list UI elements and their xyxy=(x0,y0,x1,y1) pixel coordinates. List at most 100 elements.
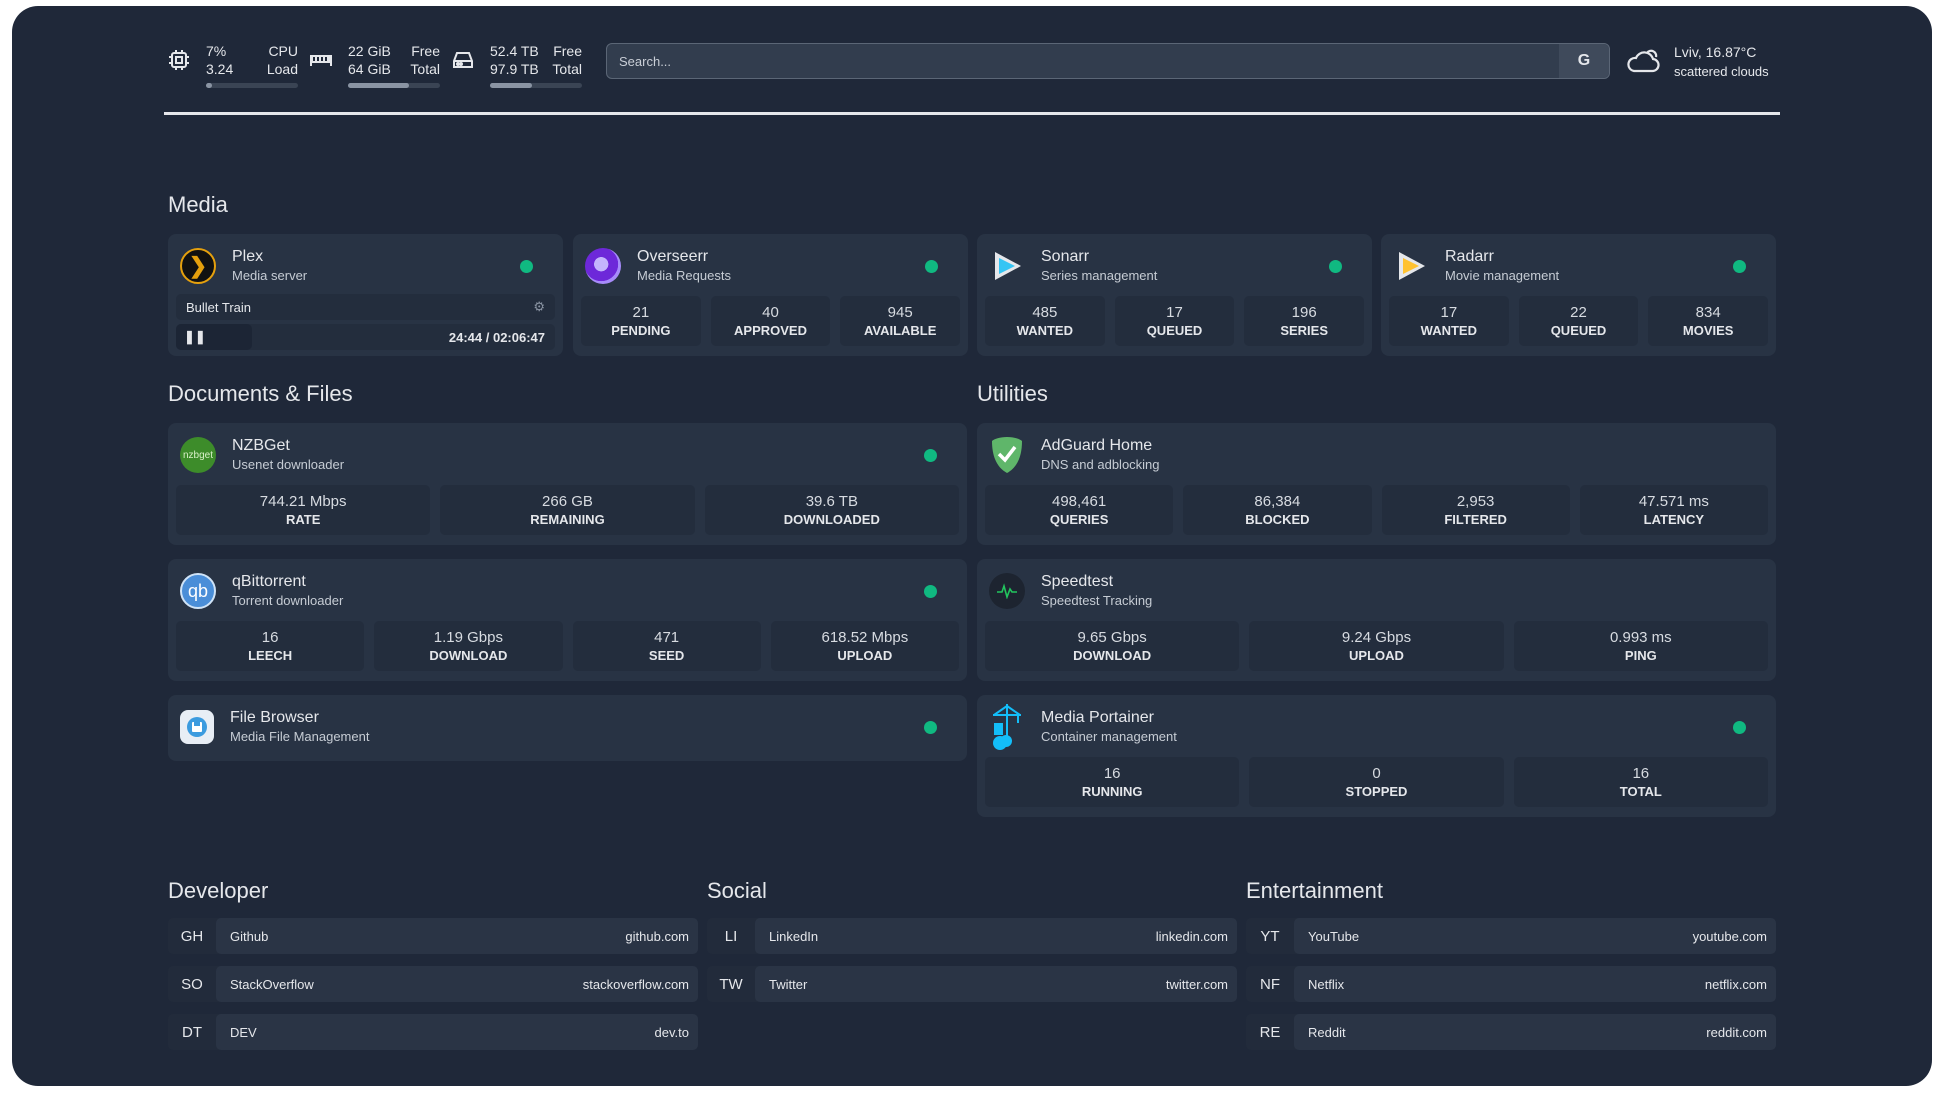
bookmark-name[interactable]: YouTube xyxy=(1308,928,1360,944)
status-dot xyxy=(1733,720,1746,734)
bookmark-dev[interactable]: DT DEV dev.to xyxy=(168,1014,698,1050)
bookmark-name[interactable]: DEV xyxy=(230,1024,257,1040)
memory-icon xyxy=(306,45,336,75)
stat-label: UPLOAD xyxy=(837,648,893,663)
service-desc: DNS and adblocking xyxy=(1041,457,1160,472)
stat-label: QUEUED xyxy=(1146,323,1203,338)
bookmark-abbr: SO xyxy=(181,975,203,993)
stat-download: 1.19 Gbps DOWNLOAD xyxy=(374,621,563,671)
transcode-icon: ⚙ xyxy=(533,299,545,314)
bookmark-url: linkedin.com xyxy=(1155,928,1228,944)
bookmark-url: reddit.com xyxy=(1706,1024,1767,1040)
stat-value: 945 xyxy=(887,304,913,321)
service-name: Speedtest xyxy=(1041,573,1114,590)
bookmark-github[interactable]: GH Github github.com xyxy=(168,918,698,954)
bookmark-abbr: DT xyxy=(182,1023,202,1041)
stat-value: 40 xyxy=(762,304,779,321)
bookmark-url: stackoverflow.com xyxy=(582,976,689,992)
stat-filtered: 2,953 FILTERED xyxy=(1381,485,1570,535)
stat-latency: 47.571 ms LATENCY xyxy=(1579,485,1768,535)
bookmark-url: dev.to xyxy=(654,1024,689,1040)
bookmark-name[interactable]: Reddit xyxy=(1308,1024,1346,1040)
search-bar[interactable]: Search... G xyxy=(606,43,1610,79)
stats: 17 WANTED 22 QUEUED 834 MOVIES xyxy=(1389,296,1769,346)
search-provider-button[interactable]: G xyxy=(1559,44,1609,78)
status-dot xyxy=(924,584,937,598)
load-label: Load xyxy=(266,61,298,77)
stats: 498,461 QUERIES 86,384 BLOCKED 2,953 FILTER… xyxy=(985,485,1768,535)
service-card-overseerr[interactable]: Overseerr Media Requests 21 PENDING 40 APPR… xyxy=(573,234,968,356)
service-card-file-browser[interactable]: File Browser Media File Management xyxy=(168,695,967,761)
service-name: NZBGet xyxy=(232,437,290,454)
stat-running: 16 RUNNING xyxy=(985,757,1240,807)
bookmark-name[interactable]: Twitter xyxy=(769,976,808,992)
weather-location: Lviv, 16.87°C xyxy=(1674,44,1757,60)
stat-movies: 834 MOVIES xyxy=(1648,296,1769,346)
bookmark-name[interactable]: Github xyxy=(230,928,269,944)
service-desc: Container management xyxy=(1041,729,1177,744)
stat-wanted: 485 WANTED xyxy=(985,296,1105,346)
bookmark-abbr: YT xyxy=(1260,927,1280,945)
bookmark-netflix[interactable]: NF Netflix netflix.com xyxy=(1246,966,1776,1002)
disk-free: 52.4 TB xyxy=(490,43,539,59)
bookmark-twitter[interactable]: TW Twitter twitter.com xyxy=(707,966,1237,1002)
search-input[interactable]: Search... xyxy=(619,53,672,69)
stat-value: 16 xyxy=(1632,765,1650,782)
free-label: Free xyxy=(411,43,440,59)
stat-leech: 16 LEECH xyxy=(176,621,365,671)
stat-label: REMAINING xyxy=(530,512,605,527)
cpu-bar xyxy=(206,83,298,88)
service-card-adguard[interactable]: AdGuard Home DNS and adblocking 498,461 QU… xyxy=(977,423,1776,545)
bookmark-stackoverflow[interactable]: SO StackOverflow stackoverflow.com xyxy=(168,966,698,1002)
service-card-sonarr[interactable]: Sonarr Series management 485 WANTED 17 QUEU… xyxy=(977,234,1372,356)
stat-download: 9.65 Gbps DOWNLOAD xyxy=(985,621,1240,671)
service-card-radarr[interactable]: Radarr Movie management 17 WANTED 22 QUEUED… xyxy=(1381,234,1776,356)
bookmark-name[interactable]: LinkedIn xyxy=(769,928,819,944)
status-dot xyxy=(924,720,937,734)
bookmark-name[interactable]: StackOverflow xyxy=(230,976,314,992)
stat-value: 471 xyxy=(654,629,680,646)
pause-icon[interactable]: ❚❚ xyxy=(176,324,252,350)
radarr-logo-icon xyxy=(1393,248,1429,284)
bookmark-youtube[interactable]: YT YouTube youtube.com xyxy=(1246,918,1776,954)
bookmarks-developer: GH Github github.com SO StackOverflow stacko… xyxy=(168,918,698,1062)
stat-downloaded: 39.6 TB DOWNLOADED xyxy=(704,485,959,535)
stat-label: STOPPED xyxy=(1345,784,1408,799)
stat-total: 16 TOTAL xyxy=(1513,757,1768,807)
sonarr-logo-icon xyxy=(989,248,1025,284)
bookmark-abbr: LI xyxy=(724,927,738,945)
service-card-speedtest[interactable]: Speedtest Speedtest Tracking 9.65 Gbps DOW… xyxy=(977,559,1776,681)
bookmark-linkedin[interactable]: LI LinkedIn linkedin.com xyxy=(707,918,1237,954)
bookmark-url: twitter.com xyxy=(1165,976,1228,992)
service-card-plex[interactable]: ❯ Plex Media server Bullet Train ⚙ ❚❚ 24:44… xyxy=(168,234,563,356)
service-desc: Usenet downloader xyxy=(232,457,345,472)
plex-logo-icon: ❯ xyxy=(180,248,216,284)
playback-bar: ❚❚ 24:44 / 02:06:47 xyxy=(176,324,555,350)
stat-series: 196 SERIES xyxy=(1244,296,1365,346)
service-desc: Media File Management xyxy=(230,729,370,744)
service-desc: Movie management xyxy=(1445,268,1560,283)
cpu-widget: 7% CPU 3.24 Load xyxy=(164,42,298,88)
stats: 485 WANTED 17 QUEUED 196 SERIES xyxy=(985,296,1365,346)
stat-value: 2,953 xyxy=(1456,493,1495,510)
stat-label: PENDING xyxy=(611,323,671,338)
service-name: Plex xyxy=(232,248,264,265)
bookmark-name[interactable]: Netflix xyxy=(1308,976,1345,992)
bookmark-abbr: RE xyxy=(1259,1023,1281,1041)
status-dot xyxy=(1329,259,1342,273)
cpu-usage: 7% xyxy=(206,43,227,59)
service-name: qBittorrent xyxy=(232,573,306,590)
stat-queued: 22 QUEUED xyxy=(1518,296,1639,346)
stat-value: 21 xyxy=(632,304,650,321)
stat-label: APPROVED xyxy=(734,323,807,338)
stat-label: RATE xyxy=(285,512,321,527)
stat-value: 16 xyxy=(1103,765,1121,782)
stat-value: 0 xyxy=(1372,765,1381,782)
now-playing: Bullet Train ⚙ xyxy=(176,294,555,320)
stat-label: WANTED xyxy=(1016,323,1073,338)
service-card-nzbget[interactable]: nzbget NZBGet Usenet downloader 744.21 Mb… xyxy=(168,423,967,545)
service-card-qbittorrent[interactable]: qb qBittorrent Torrent downloader 16 LEECH… xyxy=(168,559,967,681)
stat-value: 47.571 ms xyxy=(1638,493,1709,510)
bookmark-reddit[interactable]: RE Reddit reddit.com xyxy=(1246,1014,1776,1050)
service-card-media-portainer[interactable]: Media Portainer Container management 16 RU… xyxy=(977,695,1776,817)
